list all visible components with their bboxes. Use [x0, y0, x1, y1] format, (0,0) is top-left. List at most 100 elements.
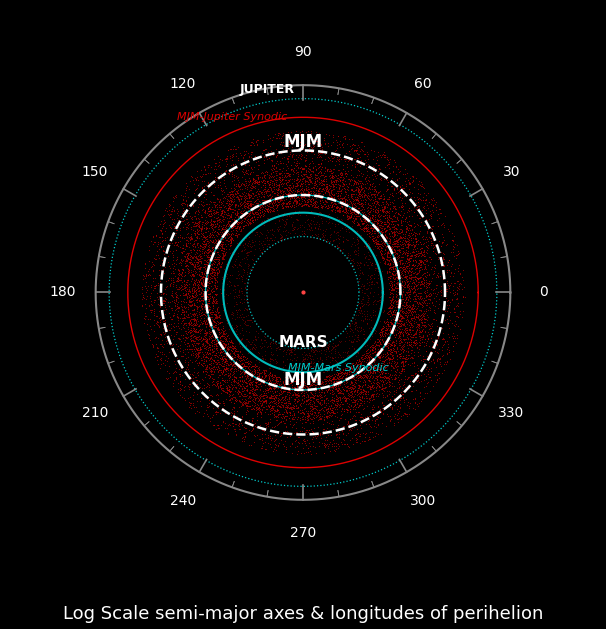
Point [185, 369, 195, 379]
Point [357, 287, 367, 297]
Point [235, 396, 244, 406]
Point [297, 201, 307, 211]
Point [328, 420, 338, 430]
Point [365, 179, 375, 189]
Point [396, 215, 406, 225]
Point [385, 349, 395, 359]
Point [141, 259, 150, 269]
Point [340, 347, 350, 357]
Point [404, 329, 414, 339]
Point [265, 386, 275, 396]
Point [340, 367, 350, 377]
Point [379, 316, 389, 326]
Point [179, 382, 189, 392]
Point [310, 401, 320, 411]
Point [368, 237, 378, 247]
Point [225, 221, 235, 231]
Point [217, 223, 227, 233]
Point [332, 227, 342, 237]
Point [386, 213, 396, 223]
Point [295, 400, 305, 410]
Point [428, 284, 438, 294]
Point [399, 308, 408, 318]
Point [189, 336, 199, 346]
Point [235, 320, 244, 330]
Point [335, 203, 345, 213]
Point [270, 175, 279, 186]
Point [335, 393, 344, 403]
Point [408, 246, 418, 256]
Point [271, 375, 281, 385]
Point [270, 392, 279, 403]
Point [356, 281, 366, 291]
Point [238, 398, 248, 408]
Point [375, 413, 384, 423]
Point [299, 433, 309, 443]
Point [210, 313, 220, 323]
Point [290, 398, 299, 408]
Point [339, 183, 349, 193]
Point [315, 352, 325, 362]
Point [156, 280, 165, 290]
Point [431, 280, 441, 290]
Point [402, 224, 411, 234]
Point [413, 311, 423, 321]
Point [298, 379, 308, 389]
Point [390, 309, 400, 319]
Point [208, 347, 218, 357]
Point [301, 387, 311, 398]
Point [347, 433, 357, 443]
Point [199, 316, 209, 326]
Point [199, 301, 208, 311]
Point [327, 185, 336, 195]
Point [307, 194, 316, 204]
Point [336, 394, 345, 404]
Point [418, 182, 427, 192]
Point [390, 324, 399, 334]
Point [401, 212, 410, 222]
Point [255, 176, 264, 186]
Point [197, 269, 207, 279]
Point [391, 395, 401, 405]
Point [201, 336, 211, 346]
Point [227, 270, 236, 280]
Point [442, 357, 451, 367]
Point [427, 342, 437, 352]
Point [282, 408, 291, 418]
Point [242, 405, 251, 415]
Point [346, 324, 356, 334]
Point [370, 235, 380, 245]
Point [365, 421, 375, 431]
Point [278, 388, 287, 398]
Point [212, 364, 222, 374]
Point [391, 272, 401, 282]
Point [201, 240, 211, 250]
Point [365, 172, 375, 182]
Point [419, 251, 428, 261]
Point [368, 195, 378, 205]
Point [341, 234, 351, 244]
Point [263, 196, 273, 206]
Point [197, 213, 207, 223]
Point [387, 361, 396, 371]
Point [363, 375, 373, 385]
Point [360, 431, 370, 442]
Point [178, 302, 187, 312]
Point [404, 373, 413, 383]
Point [377, 252, 387, 262]
Point [287, 164, 296, 174]
Point [232, 209, 242, 220]
Point [415, 262, 424, 272]
Point [361, 160, 371, 170]
Point [211, 350, 221, 360]
Point [198, 318, 208, 328]
Point [349, 386, 359, 396]
Point [252, 176, 262, 186]
Point [216, 239, 226, 249]
Point [187, 335, 197, 345]
Point [304, 369, 314, 379]
Point [408, 265, 418, 276]
Point [267, 370, 277, 380]
Point [407, 264, 416, 274]
Point [242, 399, 252, 409]
